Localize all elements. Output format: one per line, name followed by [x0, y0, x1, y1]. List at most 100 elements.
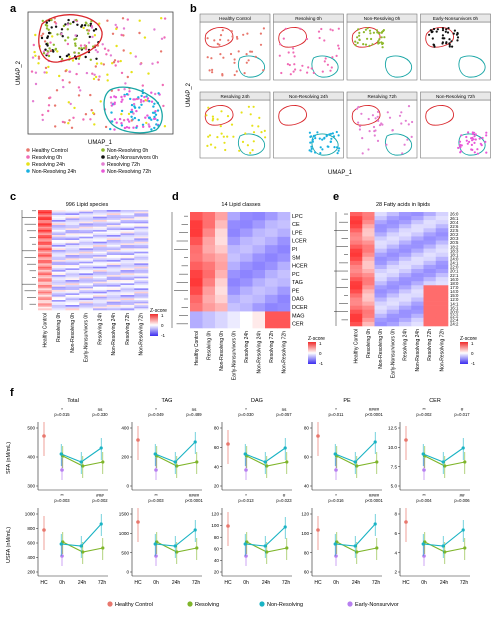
heatmap-cell	[190, 278, 203, 287]
heatmap-cell	[93, 290, 108, 292]
legend-marker	[26, 162, 30, 166]
heatmap-cell	[38, 261, 53, 264]
heatmap-cell	[386, 281, 400, 286]
heatmap-cell	[240, 286, 253, 296]
umap-point	[246, 32, 249, 35]
umap-point	[238, 149, 241, 152]
heatmap-cell	[134, 276, 149, 279]
heatmap-cell	[350, 244, 363, 249]
heatmap-cell	[65, 258, 80, 261]
heatmap-cell	[38, 211, 53, 214]
heatmap-cell	[374, 317, 388, 323]
heatmap-cell	[79, 298, 94, 301]
heatmap-cell	[265, 270, 278, 279]
subpanel-frame	[199, 99, 271, 159]
heatmap-cell	[93, 241, 108, 244]
umap-point	[58, 55, 62, 59]
heatmap-row-label: 20:1	[450, 269, 459, 274]
x-tick-label: 72h	[460, 580, 469, 586]
heatmap-cell	[79, 285, 94, 287]
heatmap-row-label: 14:1	[450, 301, 459, 306]
heatmap-cell	[106, 298, 121, 301]
heatmap-cell	[411, 256, 424, 262]
umap-point	[113, 59, 117, 62]
heatmap-column-label: Early-Nonsurvivors 0h	[390, 329, 396, 378]
umap-point	[376, 139, 380, 142]
umap-point	[60, 57, 64, 61]
heatmap-cell	[190, 253, 203, 263]
heatmap-cell	[120, 278, 135, 281]
heatmap-cell	[423, 232, 437, 237]
heatmap-cell	[435, 212, 449, 217]
umap-point	[45, 21, 48, 24]
heatmap-cell	[120, 275, 135, 277]
umap-point	[311, 140, 314, 143]
heatmap-cell	[106, 268, 121, 271]
heatmap-column-label: Resolving 24h	[244, 331, 250, 363]
heatmap-cell	[51, 238, 66, 241]
heatmap-cell	[106, 251, 121, 254]
umap-point	[289, 73, 292, 76]
heatmap-cell	[134, 240, 149, 242]
heatmap-cell	[423, 297, 437, 302]
heatmap-cell	[435, 232, 449, 237]
heatmap-cell	[411, 321, 424, 327]
umap-point	[448, 38, 451, 41]
umap-point	[62, 85, 65, 89]
heatmap-cell	[106, 303, 121, 306]
heatmap-row-label: CER	[292, 322, 304, 328]
umap-point	[244, 132, 247, 135]
umap-point	[120, 112, 123, 116]
umap-point	[378, 124, 382, 127]
heatmap-row-label: 22:6	[450, 224, 459, 229]
umap-point	[366, 27, 369, 30]
heatmap-cell	[423, 240, 437, 245]
umap-point	[110, 111, 113, 114]
heatmap-cell	[190, 303, 203, 312]
heatmap-cell	[51, 233, 66, 236]
heatmap-cell	[51, 230, 66, 232]
heatmap-cell	[65, 250, 80, 252]
significance-mark: ns	[98, 407, 104, 412]
heatmap-cell	[65, 305, 80, 307]
heatmap-cell	[79, 253, 94, 256]
umap-point	[65, 54, 69, 58]
heatmap-cell	[93, 306, 108, 309]
umap-point	[68, 55, 71, 58]
heatmap-cell	[51, 251, 66, 254]
umap-point	[354, 40, 357, 43]
umap-point	[46, 52, 49, 56]
heatmap-cell	[79, 273, 94, 276]
umap-point	[455, 33, 459, 36]
colorbar-gradient	[308, 342, 316, 364]
heatmap-cell	[106, 288, 121, 291]
umap-point	[381, 42, 385, 45]
umap-point	[141, 123, 145, 127]
umap-point	[147, 72, 150, 75]
subpanel-header	[273, 13, 344, 23]
umap-point	[245, 53, 248, 56]
umap-point	[258, 116, 261, 119]
umap-point	[332, 135, 336, 138]
umap-point	[211, 115, 214, 118]
heatmap-cell	[79, 221, 94, 224]
heatmap-cell	[120, 221, 135, 224]
heatmap-cell	[79, 270, 94, 272]
heatmap-cell	[134, 255, 149, 257]
umap-point	[294, 68, 297, 71]
subpanel-title: Early-Nonsurvivors 0h	[433, 16, 479, 21]
heatmap-cell	[227, 261, 241, 271]
umap-point	[72, 116, 75, 120]
umap-point	[120, 122, 123, 125]
heatmap-cell	[65, 231, 80, 234]
heatmap-cell	[106, 296, 121, 299]
umap-point	[278, 54, 281, 57]
umap-point	[337, 47, 341, 50]
umap-point	[252, 140, 255, 143]
umap-point	[284, 27, 287, 30]
heatmap-cell	[374, 244, 388, 249]
heatmap-cell	[51, 235, 66, 237]
heatmap-cell	[51, 293, 66, 296]
umap-point	[249, 113, 252, 116]
umap-point	[308, 149, 311, 152]
